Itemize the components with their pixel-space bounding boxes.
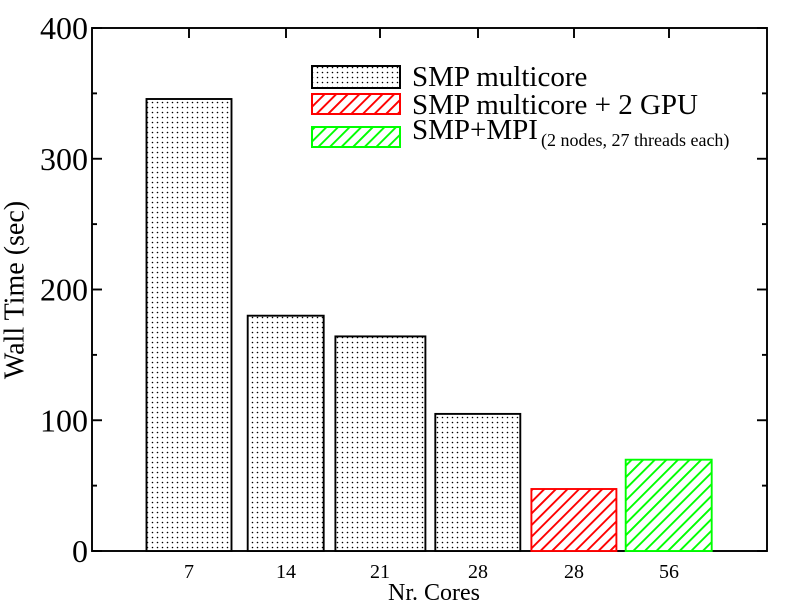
svg-text:Nr. Cores: Nr. Cores (388, 580, 480, 606)
svg-text:14: 14 (276, 561, 296, 583)
svg-text:SMP+MPI: SMP+MPI (412, 114, 538, 146)
svg-text:7: 7 (184, 561, 194, 583)
svg-text:(2 nodes, 27 threads each): (2 nodes, 27 threads each) (541, 130, 729, 151)
svg-text:400: 400 (40, 10, 88, 46)
svg-text:28: 28 (468, 561, 488, 583)
svg-text:200: 200 (40, 272, 88, 308)
svg-text:Wall Time (sec): Wall Time (sec) (0, 201, 30, 379)
svg-text:21: 21 (370, 561, 390, 583)
svg-text:56: 56 (659, 561, 679, 583)
svg-text:0: 0 (72, 533, 88, 569)
svg-text:100: 100 (40, 402, 88, 438)
svg-text:28: 28 (564, 561, 584, 583)
svg-text:300: 300 (40, 141, 88, 177)
